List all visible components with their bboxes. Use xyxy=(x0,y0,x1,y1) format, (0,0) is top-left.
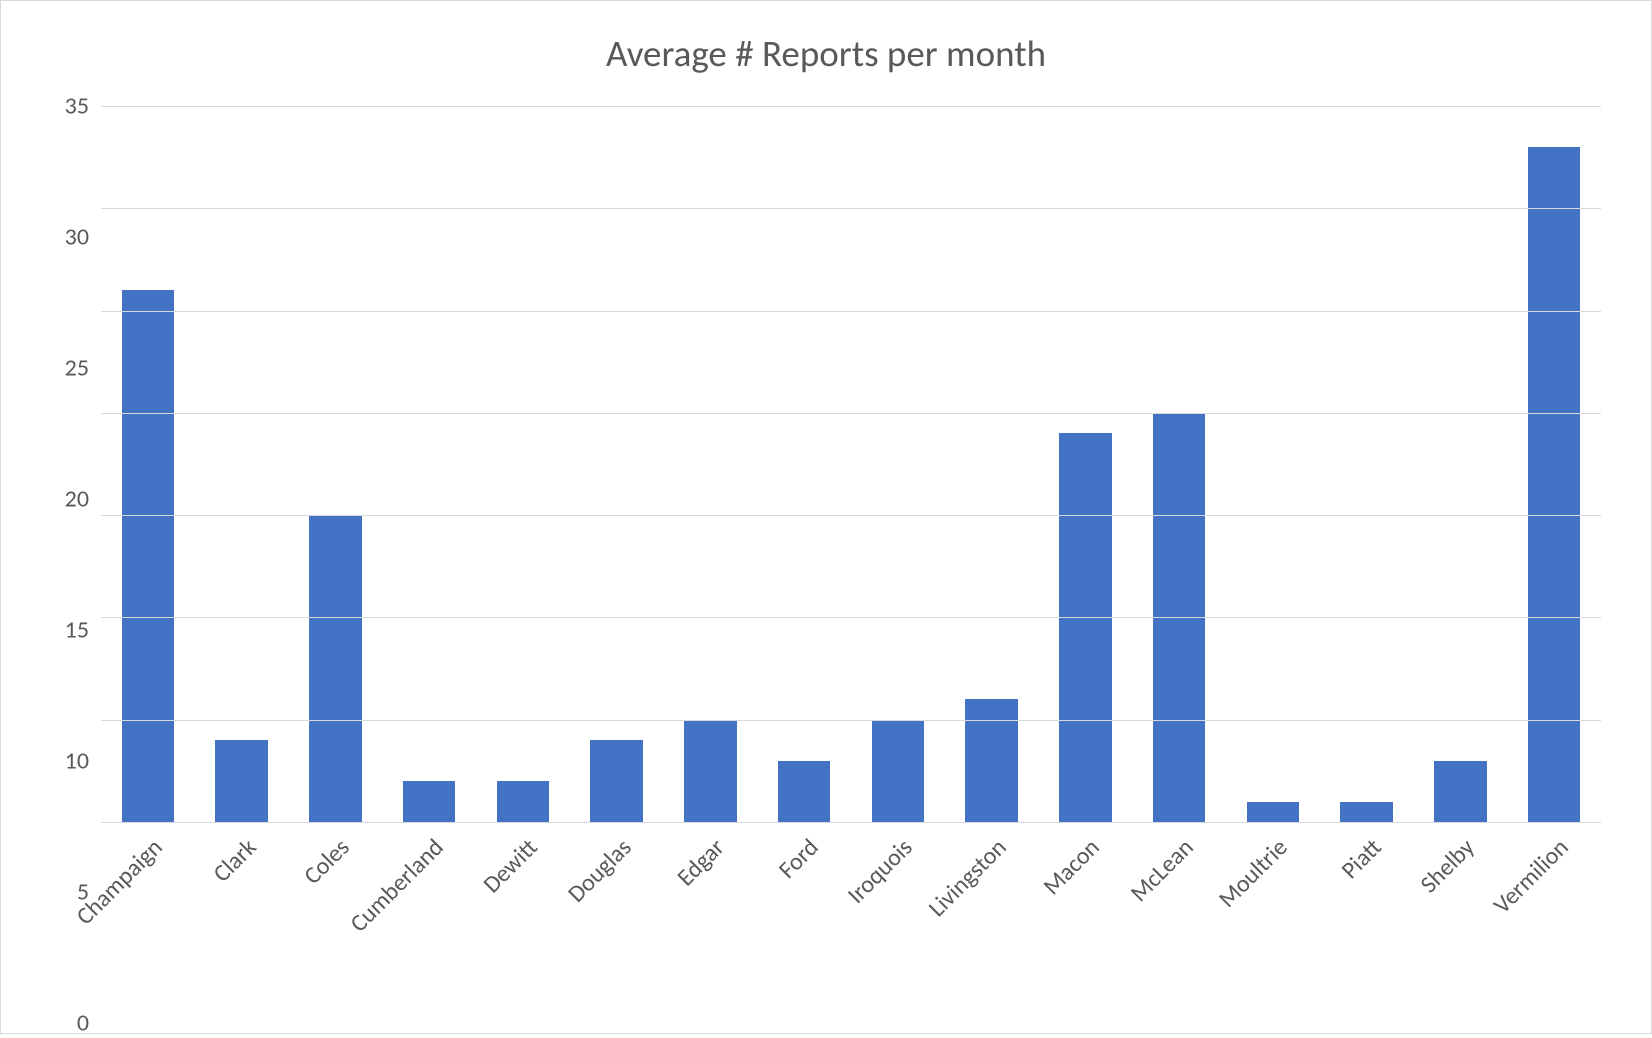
bar xyxy=(1059,433,1112,822)
plot-area xyxy=(101,106,1601,823)
x-label-slot: Livingston xyxy=(945,823,1039,1023)
bar-slot xyxy=(757,106,851,822)
bar-slot xyxy=(570,106,664,822)
chart-container: Average # Reports per month 051015202530… xyxy=(0,0,1652,1034)
bar-slot xyxy=(1414,106,1508,822)
x-label-slot: Cumberland xyxy=(382,823,476,1023)
gridline xyxy=(101,515,1601,516)
bar xyxy=(965,699,1018,822)
plot-and-x: ChampaignClark Coles CumberlandDewitt Dougl… xyxy=(101,106,1601,1023)
bar-slot xyxy=(476,106,570,822)
y-tick-label: 30 xyxy=(65,223,89,252)
x-axis-label: Iroquois xyxy=(842,833,919,910)
gridline xyxy=(101,617,1601,618)
plot-wrap: 05101520253035 ChampaignClarkColesCumber… xyxy=(11,106,1641,1023)
x-axis-label: Shelby xyxy=(1415,833,1481,899)
bar xyxy=(403,781,456,822)
x-axis-label: Macon xyxy=(1038,833,1106,901)
bar-slot xyxy=(101,106,195,822)
bar-slot xyxy=(195,106,289,822)
bar-slot xyxy=(851,106,945,822)
bar-slot xyxy=(1507,106,1601,822)
bar-slot xyxy=(945,106,1039,822)
x-label-slot: Vermilion xyxy=(1507,823,1601,1023)
bar xyxy=(1434,761,1487,822)
x-axis-label: Clark xyxy=(207,833,262,888)
x-axis-label: Ford xyxy=(773,833,825,885)
x-label-slot: Clark xyxy=(195,823,289,1023)
bar xyxy=(590,740,643,822)
x-label-slot: Iroquois xyxy=(851,823,945,1023)
chart-title: Average # Reports per month xyxy=(11,11,1641,106)
x-label-slot: Macon xyxy=(1039,823,1133,1023)
y-tick-label: 20 xyxy=(65,485,89,514)
bar xyxy=(1247,802,1300,822)
bar-slot xyxy=(1226,106,1320,822)
chart-inner: Average # Reports per month 051015202530… xyxy=(11,11,1641,1023)
bar-slot xyxy=(1320,106,1414,822)
bar xyxy=(497,781,550,822)
x-axis-label: Dewitt xyxy=(477,833,543,899)
bar-slot xyxy=(382,106,476,822)
x-axis-label: McLean xyxy=(1125,833,1200,908)
x-axis: ChampaignClark Coles CumberlandDewitt Dougl… xyxy=(101,823,1601,1023)
bar xyxy=(1340,802,1393,822)
y-tick-label: 0 xyxy=(77,1009,89,1038)
bar xyxy=(309,515,362,822)
gridline xyxy=(101,208,1601,209)
bar-slot xyxy=(664,106,758,822)
x-label-slot: Shelby xyxy=(1414,823,1508,1023)
bar xyxy=(1528,147,1581,822)
x-axis-label: Edgar xyxy=(672,833,731,892)
x-axis-label: Piatt xyxy=(1335,833,1387,885)
bars-layer xyxy=(101,106,1601,822)
gridline xyxy=(101,311,1601,312)
bar xyxy=(122,290,175,822)
bar-slot xyxy=(1132,106,1226,822)
x-label-slot: Moultrie xyxy=(1226,823,1320,1023)
y-tick-label: 35 xyxy=(65,92,89,121)
x-axis-label: Douglas xyxy=(562,833,637,908)
y-tick-label: 15 xyxy=(65,616,89,645)
y-tick-label: 10 xyxy=(65,747,89,776)
x-label-slot: Ford xyxy=(757,823,851,1023)
x-label-slot: Champaign xyxy=(101,823,195,1023)
gridline xyxy=(101,720,1601,721)
y-axis: 05101520253035 xyxy=(11,106,101,1023)
bar xyxy=(872,720,925,822)
gridline xyxy=(101,106,1601,107)
bar-slot xyxy=(1039,106,1133,822)
x-label-slot: Piatt xyxy=(1320,823,1414,1023)
bar xyxy=(684,720,737,822)
bar-slot xyxy=(289,106,383,822)
gridline xyxy=(101,413,1601,414)
x-label-slot: McLean xyxy=(1132,823,1226,1023)
bar xyxy=(215,740,268,822)
x-label-slot: Edgar xyxy=(664,823,758,1023)
y-tick-label: 25 xyxy=(65,354,89,383)
x-axis-label: Coles xyxy=(298,833,355,890)
x-label-slot: Douglas xyxy=(570,823,664,1023)
bar xyxy=(778,761,831,822)
x-label-slot: Dewitt xyxy=(476,823,570,1023)
